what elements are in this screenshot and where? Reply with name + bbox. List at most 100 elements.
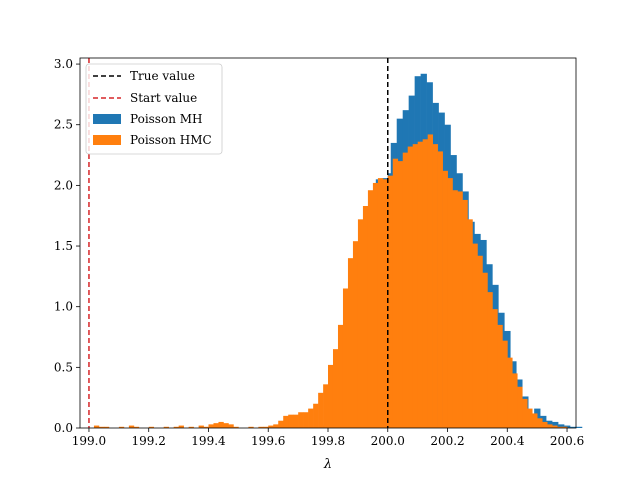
mh-bar-7-6 [570,426,577,428]
hmc-bar-4-0 [328,364,334,428]
reference-lines [88,58,389,428]
hmc-bar-7-10 [557,426,563,428]
hmc-bar-6-5 [472,243,478,428]
hmc-bar-7-5 [532,413,538,428]
hmc-bar-4-6 [357,219,364,428]
hmc-bar-3-3 [283,415,289,428]
hmc-bar-7-7 [542,421,548,428]
hmc-bar-0-2 [98,426,105,428]
hmc-bar-6-9 [492,309,498,428]
hmc-bar-4-9 [372,182,379,428]
hmc-bar-5-8 [427,134,433,428]
x-tick-label-4: 199.8 [311,434,345,448]
hmc-bar-5-7 [422,139,428,428]
hmc-bar-6-7 [482,272,488,428]
mh-bar-7-3 [552,421,559,428]
hmc-bar-6-10 [497,324,503,428]
mh-bar-7-5 [564,425,571,428]
hmc-bar-2-0 [208,424,214,428]
legend-hmc-swatch [93,135,121,145]
hmc-bar-1-5 [173,426,179,428]
x-tick-label-1: 199.2 [132,434,166,448]
hmc-bar-1-3 [163,426,169,428]
hmc-bar-6-1 [452,190,458,428]
hmc-bar-2-5 [233,426,239,428]
y-tick-label-5: 2.5 [54,118,73,132]
hmc-bar-5-9 [432,144,438,428]
hmc-bar-0-9 [133,426,140,428]
hmc-bar-3-4 [288,414,294,428]
hmc-bar-2-8 [248,426,254,428]
hmc-bar-3-9 [313,403,319,428]
hmc-bar-3-10 [318,392,324,428]
hmc-bar-7-2 [517,386,523,428]
x-axis-ticks: 199.0 199.2 199.4 199.6 199.8 200.0 200.2 200.4… [72,428,584,448]
hmc-bar-5-1 [392,158,399,428]
legend-hmc-label: Poisson HMC [130,133,212,147]
hmc-bar-7-0 [507,357,513,428]
hmc-bar-4-1 [332,349,339,428]
hmc-bar-3-1 [273,424,279,428]
hmc-bar-1-6 [178,425,184,428]
hmc-bar-7-1 [512,373,518,428]
hmc-bar-6-0 [447,178,453,428]
legend-frame [85,63,223,155]
hmc-bar-5-6 [417,141,423,428]
hmc-bar-6-11 [502,340,508,428]
hmc-bar-7-3 [522,398,528,428]
hmc-bar-5-11 [442,170,448,428]
hmc-bar-5-0 [387,175,394,428]
hmc-bar-7-8 [547,424,553,428]
hmc-bar-1-11 [203,426,209,428]
mh-bar-7-4 [558,424,565,428]
x-tick-label-0: 199.0 [72,434,106,448]
hmc-bar-2-1 [213,423,219,428]
hmc-bar-5-2 [397,161,404,429]
hmc-bar-1-10 [198,425,204,428]
hmc-bar-4-4 [347,258,354,428]
hmc-bar-7-9 [552,425,558,428]
hmc-bar-2-10 [258,426,264,428]
hmc-bar-0-8 [128,425,135,428]
hmc-bar-3-2 [278,420,284,428]
hmc-bar-5-10 [437,151,443,428]
hmc-bar-5-3 [402,152,409,428]
hmc-bar-5-4 [407,146,414,428]
hmc-bar-2-4 [228,424,234,428]
legend-start-value-label: Start value [130,91,197,105]
hmc-bar-1-8 [188,426,194,428]
x-tick-label-2: 199.4 [191,434,226,448]
hmc-bar-7-6 [537,418,543,428]
hmc-bar-3-7 [303,412,309,428]
hmc-bar-4-2 [337,324,344,428]
hmc-bar-3-0 [268,425,274,428]
hmc-bar-5-5 [412,144,418,428]
hmc-bar-6-2 [457,191,463,428]
hmc-bar-4-5 [352,241,359,428]
hmc-bar-3-11 [323,384,329,428]
hmc-bar-6-6 [477,255,483,428]
hmc-bar-4-11 [382,179,389,428]
hmc-bar-4-10 [377,178,384,428]
x-tick-label-8: 200.6 [550,434,584,448]
hmc-bar-2-3 [223,423,229,428]
series-poisson-hmc [93,134,568,429]
hmc-bar-0-1 [93,425,100,428]
y-axis-ticks: 0.0 0.5 1.0 1.5 2.0 2.5 3.0 [54,57,80,435]
hmc-bar-4-7 [362,206,369,428]
x-tick-label-7: 200.4 [490,434,525,448]
hmc-bar-3-8 [308,408,314,428]
hmc-bar-3-6 [298,412,304,428]
hmc-bar-6-8 [487,292,493,428]
y-tick-label-0: 0.0 [54,421,73,435]
hmc-bar-4-8 [367,190,374,428]
hmc-bar-2-2 [218,421,224,428]
hmc-bar-6-3 [462,199,468,428]
x-tick-label-6: 200.2 [430,434,464,448]
legend-mh-label: Poisson MH [130,112,203,126]
hmc-bar-1-0 [148,426,155,428]
hmc-bar-7-11 [562,426,568,428]
hmc-bar-3-5 [293,414,299,428]
legend-true-value-label: True value [130,69,195,83]
